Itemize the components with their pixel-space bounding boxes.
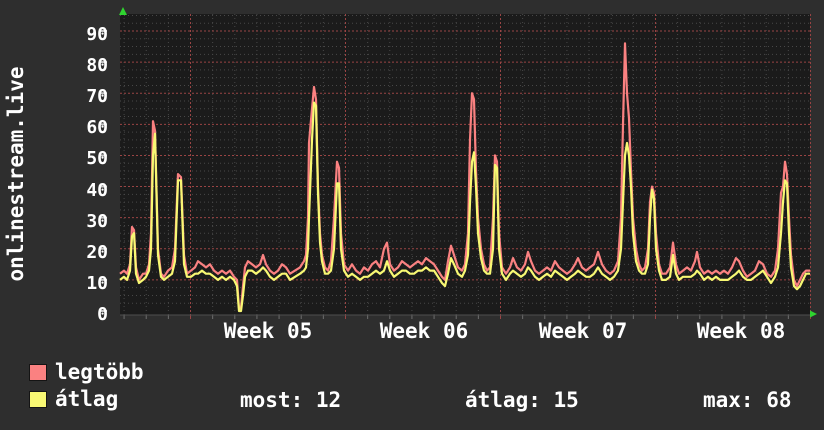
y-tick-label-20: 20 — [86, 241, 108, 263]
legend-swatch-atlag — [29, 391, 47, 408]
legend-label-atlag: átlag — [55, 387, 119, 411]
x-tick-label-week-08: Week 08 — [696, 319, 786, 343]
y-tick-label-40: 40 — [86, 179, 108, 201]
legend-swatch-legtobb — [29, 364, 47, 381]
y-tick-label-10: 10 — [86, 272, 108, 294]
y-tick-label-60: 60 — [86, 117, 108, 139]
series-line-atlag — [119, 101, 810, 313]
x-tick-label-week-06: Week 06 — [379, 319, 469, 343]
y-tick-label-0: 0 — [97, 304, 108, 325]
stat-max: max: 68 — [703, 388, 792, 412]
y-tick-label-50: 50 — [86, 148, 108, 170]
y-tick-label-90: 90 — [86, 24, 108, 45]
chart-plot — [101, 7, 817, 319]
stat-most: most: 12 — [240, 388, 342, 412]
y-tick-label-80: 80 — [86, 55, 108, 77]
y-axis-title: onlinestream.live — [4, 66, 28, 282]
y-tick-label-30: 30 — [86, 210, 108, 232]
y-tick-label-70: 70 — [86, 86, 108, 108]
legend-label-legtobb: legtöbb — [55, 360, 144, 384]
x-tick-label-week-05: Week 05 — [223, 319, 313, 343]
stat-atlag: átlag: 15 — [465, 388, 579, 412]
x-tick-label-week-07: Week 07 — [538, 319, 628, 343]
